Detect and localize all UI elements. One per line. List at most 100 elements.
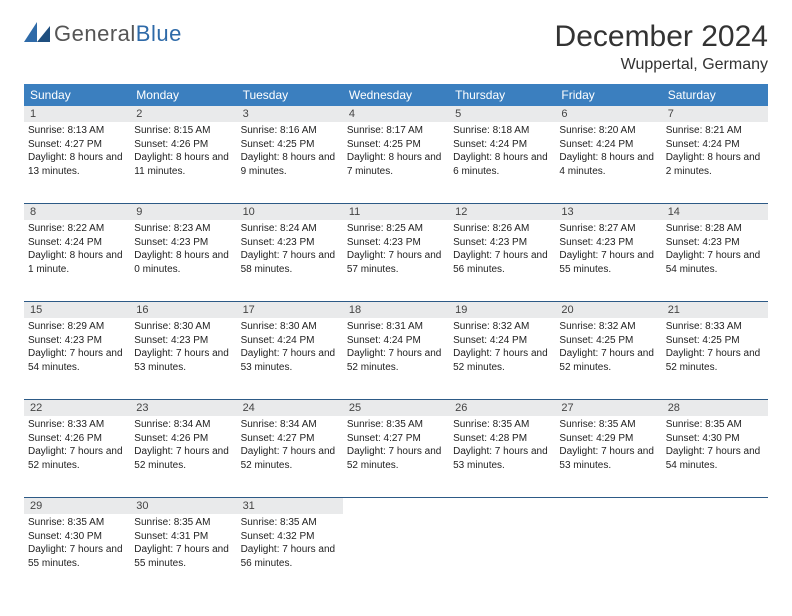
day-cell: Sunrise: 8:35 AMSunset: 4:30 PMDaylight:…: [24, 514, 130, 596]
day-number-cell: 8: [24, 204, 130, 220]
day-number-cell: 11: [343, 204, 449, 220]
day-number-cell: [449, 498, 555, 514]
day-cell: Sunrise: 8:27 AMSunset: 4:23 PMDaylight:…: [555, 220, 661, 302]
day-details: Sunrise: 8:30 AMSunset: 4:24 PMDaylight:…: [237, 318, 343, 380]
day-number-cell: 13: [555, 204, 661, 220]
day-number-cell: 5: [449, 106, 555, 122]
day-number-cell: 18: [343, 302, 449, 318]
day-details: Sunrise: 8:26 AMSunset: 4:23 PMDaylight:…: [449, 220, 555, 282]
day-number-cell: 15: [24, 302, 130, 318]
day-cell: Sunrise: 8:25 AMSunset: 4:23 PMDaylight:…: [343, 220, 449, 302]
calendar-table: SundayMondayTuesdayWednesdayThursdayFrid…: [24, 84, 768, 596]
day-details: Sunrise: 8:17 AMSunset: 4:25 PMDaylight:…: [343, 122, 449, 184]
day-cell: Sunrise: 8:31 AMSunset: 4:24 PMDaylight:…: [343, 318, 449, 400]
day-details: Sunrise: 8:33 AMSunset: 4:26 PMDaylight:…: [24, 416, 130, 478]
weekday-header-row: SundayMondayTuesdayWednesdayThursdayFrid…: [24, 84, 768, 106]
location-label: Wuppertal, Germany: [555, 56, 768, 74]
day-number-cell: 12: [449, 204, 555, 220]
day-number-cell: 22: [24, 400, 130, 416]
day-number-cell: 16: [130, 302, 236, 318]
day-cell: Sunrise: 8:33 AMSunset: 4:25 PMDaylight:…: [662, 318, 768, 400]
weekday-header: Saturday: [662, 84, 768, 106]
day-number-cell: 24: [237, 400, 343, 416]
day-number-cell: 29: [24, 498, 130, 514]
day-cell: Sunrise: 8:21 AMSunset: 4:24 PMDaylight:…: [662, 122, 768, 204]
day-cell: Sunrise: 8:34 AMSunset: 4:26 PMDaylight:…: [130, 416, 236, 498]
week-row: Sunrise: 8:33 AMSunset: 4:26 PMDaylight:…: [24, 416, 768, 498]
day-number-row: 293031: [24, 498, 768, 514]
page-title: December 2024: [555, 20, 768, 54]
weekday-header: Monday: [130, 84, 236, 106]
day-number-cell: 19: [449, 302, 555, 318]
day-cell: Sunrise: 8:26 AMSunset: 4:23 PMDaylight:…: [449, 220, 555, 302]
day-details: Sunrise: 8:20 AMSunset: 4:24 PMDaylight:…: [555, 122, 661, 184]
day-number-cell: 31: [237, 498, 343, 514]
day-number-row: 15161718192021: [24, 302, 768, 318]
day-number-row: 891011121314: [24, 204, 768, 220]
day-number-cell: [555, 498, 661, 514]
day-cell: Sunrise: 8:35 AMSunset: 4:28 PMDaylight:…: [449, 416, 555, 498]
logo-word2: Blue: [136, 21, 182, 46]
day-number-cell: 14: [662, 204, 768, 220]
day-cell: Sunrise: 8:22 AMSunset: 4:24 PMDaylight:…: [24, 220, 130, 302]
day-details: Sunrise: 8:28 AMSunset: 4:23 PMDaylight:…: [662, 220, 768, 282]
day-cell: Sunrise: 8:35 AMSunset: 4:30 PMDaylight:…: [662, 416, 768, 498]
weekday-header: Tuesday: [237, 84, 343, 106]
day-number-cell: 7: [662, 106, 768, 122]
day-number-cell: 6: [555, 106, 661, 122]
day-number-cell: 2: [130, 106, 236, 122]
logo-mark-icon: [24, 20, 50, 47]
day-number-cell: 30: [130, 498, 236, 514]
day-details: Sunrise: 8:25 AMSunset: 4:23 PMDaylight:…: [343, 220, 449, 282]
day-details: Sunrise: 8:18 AMSunset: 4:24 PMDaylight:…: [449, 122, 555, 184]
day-number-cell: 21: [662, 302, 768, 318]
day-number-row: 1234567: [24, 106, 768, 122]
day-details: Sunrise: 8:35 AMSunset: 4:27 PMDaylight:…: [343, 416, 449, 478]
day-cell: Sunrise: 8:35 AMSunset: 4:32 PMDaylight:…: [237, 514, 343, 596]
day-details: Sunrise: 8:24 AMSunset: 4:23 PMDaylight:…: [237, 220, 343, 282]
day-details: Sunrise: 8:23 AMSunset: 4:23 PMDaylight:…: [130, 220, 236, 282]
page-header: GeneralBlue December 2024 Wuppertal, Ger…: [24, 20, 768, 74]
empty-cell: [555, 514, 661, 596]
day-cell: Sunrise: 8:32 AMSunset: 4:25 PMDaylight:…: [555, 318, 661, 400]
day-cell: Sunrise: 8:32 AMSunset: 4:24 PMDaylight:…: [449, 318, 555, 400]
day-number-cell: 23: [130, 400, 236, 416]
day-number-cell: 17: [237, 302, 343, 318]
day-cell: Sunrise: 8:13 AMSunset: 4:27 PMDaylight:…: [24, 122, 130, 204]
day-details: Sunrise: 8:15 AMSunset: 4:26 PMDaylight:…: [130, 122, 236, 184]
day-cell: Sunrise: 8:30 AMSunset: 4:23 PMDaylight:…: [130, 318, 236, 400]
weekday-header: Friday: [555, 84, 661, 106]
day-cell: Sunrise: 8:24 AMSunset: 4:23 PMDaylight:…: [237, 220, 343, 302]
weekday-header: Sunday: [24, 84, 130, 106]
empty-cell: [449, 514, 555, 596]
logo-text: GeneralBlue: [54, 21, 182, 47]
day-details: Sunrise: 8:21 AMSunset: 4:24 PMDaylight:…: [662, 122, 768, 184]
day-cell: Sunrise: 8:34 AMSunset: 4:27 PMDaylight:…: [237, 416, 343, 498]
day-cell: Sunrise: 8:35 AMSunset: 4:31 PMDaylight:…: [130, 514, 236, 596]
day-number-cell: [662, 498, 768, 514]
day-details: Sunrise: 8:35 AMSunset: 4:29 PMDaylight:…: [555, 416, 661, 478]
day-details: Sunrise: 8:34 AMSunset: 4:27 PMDaylight:…: [237, 416, 343, 478]
day-cell: Sunrise: 8:16 AMSunset: 4:25 PMDaylight:…: [237, 122, 343, 204]
day-number-cell: 9: [130, 204, 236, 220]
day-number-cell: 3: [237, 106, 343, 122]
weekday-header: Wednesday: [343, 84, 449, 106]
day-number-cell: 25: [343, 400, 449, 416]
day-number-cell: [343, 498, 449, 514]
day-details: Sunrise: 8:30 AMSunset: 4:23 PMDaylight:…: [130, 318, 236, 380]
day-details: Sunrise: 8:13 AMSunset: 4:27 PMDaylight:…: [24, 122, 130, 184]
day-cell: Sunrise: 8:30 AMSunset: 4:24 PMDaylight:…: [237, 318, 343, 400]
day-number-cell: 27: [555, 400, 661, 416]
day-details: Sunrise: 8:35 AMSunset: 4:32 PMDaylight:…: [237, 514, 343, 576]
day-cell: Sunrise: 8:29 AMSunset: 4:23 PMDaylight:…: [24, 318, 130, 400]
day-details: Sunrise: 8:16 AMSunset: 4:25 PMDaylight:…: [237, 122, 343, 184]
day-cell: Sunrise: 8:35 AMSunset: 4:27 PMDaylight:…: [343, 416, 449, 498]
empty-cell: [662, 514, 768, 596]
day-cell: Sunrise: 8:23 AMSunset: 4:23 PMDaylight:…: [130, 220, 236, 302]
title-block: December 2024 Wuppertal, Germany: [555, 20, 768, 74]
day-details: Sunrise: 8:31 AMSunset: 4:24 PMDaylight:…: [343, 318, 449, 380]
day-details: Sunrise: 8:27 AMSunset: 4:23 PMDaylight:…: [555, 220, 661, 282]
day-number-cell: 1: [24, 106, 130, 122]
day-number-cell: 28: [662, 400, 768, 416]
day-number-cell: 26: [449, 400, 555, 416]
